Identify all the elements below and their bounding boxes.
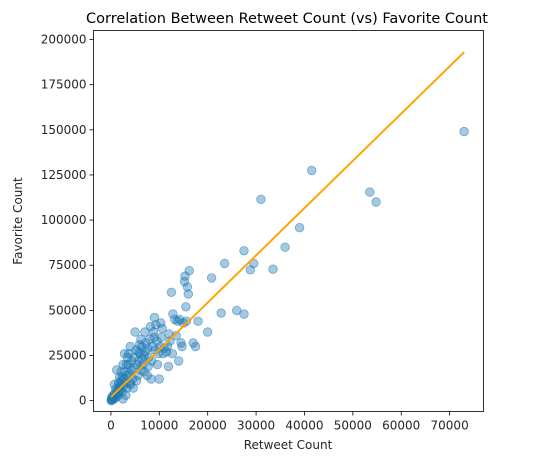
y-tick-label: 0 <box>79 394 87 408</box>
data-point <box>239 246 249 256</box>
data-point <box>163 361 174 372</box>
data-point <box>173 356 184 366</box>
y-tick-label: 25000 <box>48 349 86 363</box>
data-point <box>371 197 381 207</box>
data-point <box>146 374 156 384</box>
data-point <box>181 302 191 312</box>
y-tick-label: 50000 <box>48 303 86 317</box>
data-point <box>121 390 131 400</box>
y-axis-title: Favorite Count <box>11 177 25 265</box>
data-point <box>158 349 168 359</box>
data-point <box>156 332 166 343</box>
data-point <box>193 316 203 326</box>
data-point <box>459 126 469 137</box>
data-point <box>167 349 178 359</box>
data-point <box>131 376 142 386</box>
data-point <box>149 312 160 323</box>
data-point <box>145 321 156 332</box>
data-point <box>143 361 153 372</box>
data-point <box>118 394 128 404</box>
data-point <box>188 338 198 348</box>
data-point <box>307 165 317 176</box>
x-tick-label: 0 <box>107 419 115 433</box>
data-point <box>365 187 375 197</box>
data-point <box>231 305 242 316</box>
data-point <box>140 347 151 357</box>
data-point <box>137 354 148 364</box>
data-point <box>109 379 120 390</box>
data-point <box>164 329 174 339</box>
data-point <box>165 336 175 346</box>
data-point <box>176 338 186 348</box>
data-point <box>168 309 178 319</box>
x-tick-label: 20000 <box>189 419 227 433</box>
data-point <box>121 359 132 370</box>
data-point <box>136 334 146 345</box>
data-point <box>140 327 150 337</box>
data-point <box>182 282 193 292</box>
x-tick-label: 30000 <box>237 419 275 433</box>
data-point <box>111 365 122 375</box>
data-point <box>216 308 226 318</box>
y-axis: 0 25000 50000 75000 100000 125000 150000 175000… <box>41 33 94 408</box>
x-tick-label: 60000 <box>382 419 420 433</box>
x-tick-label: 70000 <box>431 419 469 433</box>
regression-line <box>110 51 465 398</box>
data-point <box>294 222 305 233</box>
data-point <box>179 276 190 287</box>
data-point <box>126 379 136 390</box>
data-point <box>280 242 290 252</box>
data-point <box>166 287 177 298</box>
data-point <box>152 359 163 370</box>
data-point <box>268 264 278 274</box>
data-point <box>206 273 217 283</box>
data-point <box>118 359 128 370</box>
data-point <box>202 327 213 337</box>
data-point <box>122 352 133 363</box>
data-point <box>155 341 166 352</box>
data-point <box>149 332 159 343</box>
x-tick-label: 50000 <box>334 419 372 433</box>
y-tick-label: 100000 <box>41 213 87 227</box>
y-tick-label: 125000 <box>41 168 87 182</box>
data-point <box>245 265 256 275</box>
data-point <box>134 340 145 350</box>
x-tick-label: 10000 <box>140 419 178 433</box>
data-point <box>171 331 181 341</box>
data-point <box>219 258 230 269</box>
x-tick-label: 40000 <box>285 419 323 433</box>
data-point <box>156 318 166 328</box>
data-point <box>125 341 136 352</box>
y-tick-label: 200000 <box>41 33 87 47</box>
data-point <box>172 316 183 326</box>
data-point <box>106 395 116 406</box>
plot-frame <box>93 30 484 412</box>
data-point <box>154 374 165 384</box>
data-point <box>256 194 266 205</box>
y-tick-label: 75000 <box>48 258 86 272</box>
data-point <box>183 289 194 299</box>
x-axis: 0 10000 20000 30000 40000 50000 60000 70000 <box>107 411 469 433</box>
data-point <box>130 327 140 337</box>
data-point <box>133 347 144 357</box>
data-point <box>177 341 187 352</box>
data-point <box>151 320 161 330</box>
points-layer <box>106 126 469 406</box>
chart-title: Correlation Between Retweet Count (vs) F… <box>86 11 488 27</box>
y-tick-label: 150000 <box>41 123 87 137</box>
y-tick-label: 175000 <box>41 78 87 92</box>
x-axis-title: Retweet Count <box>244 438 333 452</box>
